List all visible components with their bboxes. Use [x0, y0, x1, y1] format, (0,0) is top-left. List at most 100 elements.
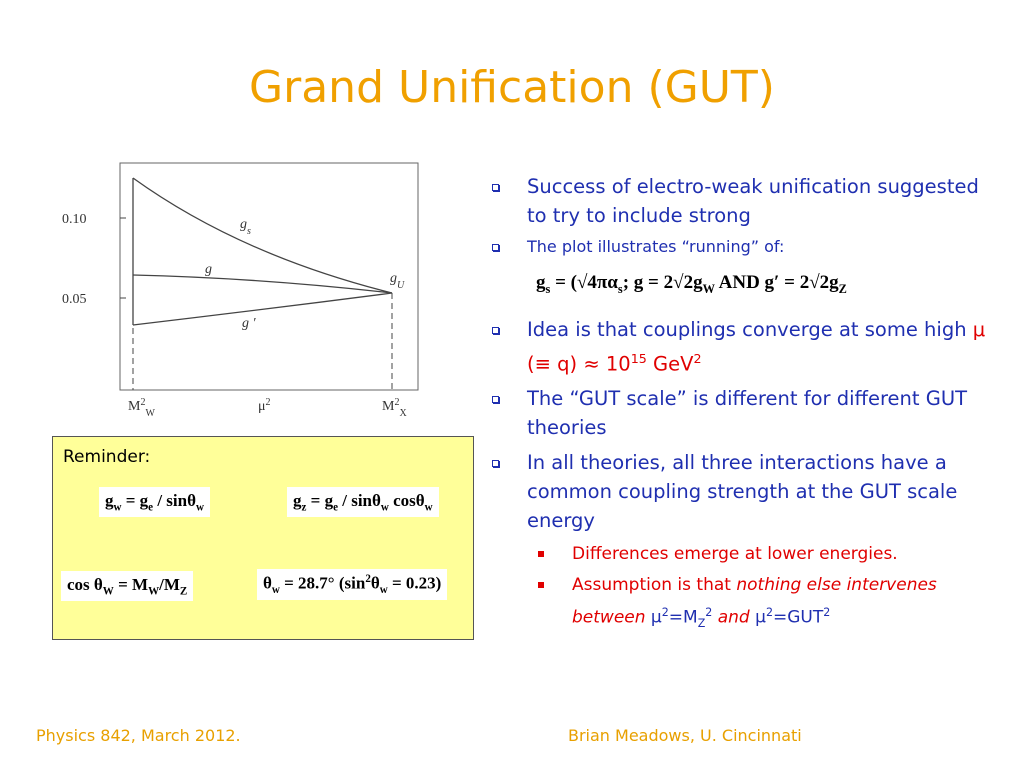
text-run: Z [838, 281, 847, 296]
text-run: and [712, 607, 756, 628]
bullet: Assumption is that nothing else interven… [488, 572, 998, 637]
text-run: = M [113, 575, 149, 594]
text-run: =M [668, 607, 698, 628]
text-run: Z [697, 617, 706, 631]
text-run: ; g = 2√2g [622, 272, 703, 293]
bullet: gs = (√4παs; g = 2√2gW AND g′ = 2√2gZ [488, 272, 998, 297]
footer-right: Brian Meadows, U. Cincinnati [568, 726, 802, 745]
text-run: X [399, 408, 407, 419]
x-label: M2W [128, 397, 155, 419]
text-run: μ [258, 399, 266, 414]
curve-label: g [205, 262, 212, 277]
text-run: = g [121, 491, 149, 510]
curve [132, 292, 393, 326]
text-run: θ [263, 573, 272, 593]
text-run: = 0.23) [387, 573, 442, 593]
text-run: / sinθ [338, 491, 381, 510]
text-run: θ [370, 573, 380, 593]
text-run: W [702, 281, 715, 296]
text-run: s [247, 226, 251, 237]
text-run: μ [650, 607, 662, 628]
text-run: w [379, 584, 388, 597]
text-run: 2 [394, 397, 399, 408]
text-run: M [382, 399, 395, 414]
text-run: = g [306, 491, 334, 510]
bullet-list: Success of electro-weak unification sugg… [488, 172, 998, 641]
reminder-heading: Reminder: [63, 447, 151, 467]
bullet: The plot illustrates “running” of: [488, 236, 998, 258]
formula: gz = ge / sinθw cosθw [287, 487, 439, 518]
formula: θw = 28.7° (sin2θw = 0.23) [257, 569, 448, 601]
curve-label: gs [240, 217, 251, 237]
text-run: Idea is that couplings converge at some … [527, 317, 973, 341]
text-run: Assumption is that [572, 575, 737, 596]
text-run: 2 [705, 606, 713, 620]
text-run: s [617, 281, 623, 296]
text-run: 2 [693, 350, 702, 366]
text-run: g [240, 217, 247, 232]
text-run: Differences emerge at lower energies. [572, 544, 898, 565]
text-run: 2 [365, 573, 371, 585]
text-run: U [397, 280, 405, 291]
text-run: w [113, 501, 122, 514]
bullet: Idea is that couplings converge at some … [488, 315, 998, 379]
curve [132, 274, 393, 294]
footer-left: Physics 842, March 2012. [36, 726, 241, 745]
text-run: The “GUT scale” is different for differe… [527, 387, 968, 440]
text-run: μ [755, 607, 766, 628]
text-run: 2 [266, 397, 271, 408]
text-run: M [128, 399, 141, 414]
text-run: GeV [646, 352, 694, 376]
text-run: 2 [823, 606, 831, 620]
bullet: Differences emerge at lower energies. [488, 541, 998, 568]
text-run: μ (≡ q) ≈ 10 [527, 317, 986, 376]
text-run: / sinθ [153, 491, 196, 510]
text-run: g [536, 272, 546, 293]
text-run: 2 [140, 397, 145, 408]
y-label: 0.05 [62, 292, 87, 307]
curve-label: gU [390, 271, 405, 291]
curve [132, 177, 393, 294]
text-run: g [105, 491, 114, 510]
text-run: w [380, 501, 389, 514]
x-label: μ2 [258, 397, 271, 415]
text-run: = 28.7° (sin [279, 573, 366, 593]
text-run: w [271, 584, 280, 597]
bullet: Success of electro-weak unification sugg… [488, 172, 998, 230]
curve-label: g ′ [242, 316, 257, 331]
text-run: =GUT [772, 607, 824, 628]
text-run: e [333, 501, 338, 514]
text-run: w [424, 501, 433, 514]
formula: gw = ge / sinθw [99, 487, 210, 518]
x-label: M2X [382, 397, 407, 419]
text-run: W [102, 585, 114, 598]
text-run: g [293, 491, 302, 510]
text-run: g [205, 262, 212, 277]
text-run: In all theories, all three interactions … [527, 451, 958, 533]
text-run: z [301, 501, 307, 514]
text-run: g [390, 271, 397, 286]
text-run: AND g′ = 2√2g [714, 272, 839, 293]
reminder-box: Reminder: gw = ge / sinθw gz = ge / sinθw… [52, 436, 474, 640]
text-run: cos θ [67, 575, 103, 594]
text-run: w [195, 501, 204, 514]
text-run: = (√4πα [550, 272, 618, 293]
text-run: W [148, 585, 160, 598]
text-run: 15 [630, 350, 647, 366]
bullet: The “GUT scale” is different for differe… [488, 384, 998, 442]
text-run: g ′ [242, 316, 257, 331]
text-run: The plot illustrates “running” of: [527, 237, 785, 256]
text-run: e [148, 501, 154, 514]
text-run: /M [159, 575, 180, 594]
text-run: nothing else intervenes between [572, 575, 937, 628]
title: Grand Unification (GUT) [249, 62, 775, 113]
text-run: s [545, 281, 551, 296]
text-run: 2 [661, 606, 669, 620]
bullet: In all theories, all three interactions … [488, 448, 998, 535]
text-run: Z [179, 585, 188, 598]
text-run: cosθ [388, 491, 425, 510]
text-run: Success of electro-weak unification sugg… [527, 175, 979, 227]
formula: cos θW = MW/MZ [61, 571, 194, 602]
